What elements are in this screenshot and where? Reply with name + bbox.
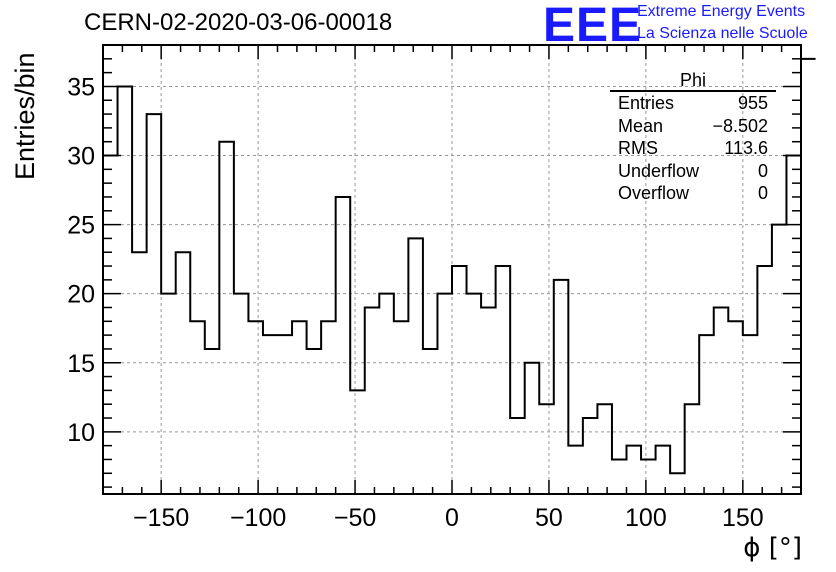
stats-key: RMS <box>618 138 658 159</box>
stats-title: Phi <box>610 70 776 92</box>
y-tick-label: 25 <box>67 212 95 240</box>
stats-row-underflow: Underflow 0 <box>610 160 776 183</box>
stats-box: Phi Entries 955 Mean −8.502 RMS 113.6 Un… <box>610 70 776 205</box>
y-tick-label: 15 <box>67 350 95 378</box>
x-tick-label: 0 <box>445 504 459 532</box>
y-tick-label: 35 <box>67 73 95 101</box>
stats-key: Entries <box>618 93 675 113</box>
stats-value: 0 <box>757 160 768 181</box>
logo-tagline-2: La Scienza nelle Scuole <box>637 25 808 42</box>
y-tick-label: 10 <box>67 419 95 447</box>
stats-key: Underflow <box>618 160 700 181</box>
y-axis-label: Entries/bin <box>10 52 40 180</box>
stats-row-entries: Entries 955 <box>610 92 776 115</box>
y-tick-label: 30 <box>67 143 95 171</box>
stats-value: 955 <box>737 93 768 113</box>
x-tick-label: −100 <box>230 504 286 532</box>
stats-key: Mean <box>618 115 664 136</box>
stats-key: Overflow <box>618 183 690 204</box>
stats-row-mean: Mean −8.502 <box>610 115 776 138</box>
x-tick-label: 50 <box>535 504 563 532</box>
chart-title: CERN-02-2020-03-06-00018 <box>84 9 393 36</box>
stats-value: −8.502 <box>712 115 768 136</box>
stats-value: 0 <box>757 183 768 204</box>
axis-ticks <box>103 44 801 494</box>
x-tick-label: 100 <box>625 504 667 532</box>
eee-logo: EEE <box>543 0 643 52</box>
logo-tagline-1: Extreme Energy Events <box>637 3 806 20</box>
y-axis-label-wrap: Entries/bin <box>8 52 40 310</box>
x-tick-label: −150 <box>133 504 189 532</box>
stats-row-overflow: Overflow 0 <box>610 182 776 205</box>
y-tick-label: 20 <box>67 281 95 309</box>
stats-value: 113.6 <box>724 138 768 159</box>
x-axis-label: ϕ [°] <box>743 533 802 563</box>
plot-frame <box>102 44 802 495</box>
x-tick-label: 150 <box>722 504 764 532</box>
stats-row-rms: RMS 113.6 <box>610 137 776 160</box>
x-tick-label: −50 <box>334 504 376 532</box>
histogram-step-line <box>103 57 816 475</box>
